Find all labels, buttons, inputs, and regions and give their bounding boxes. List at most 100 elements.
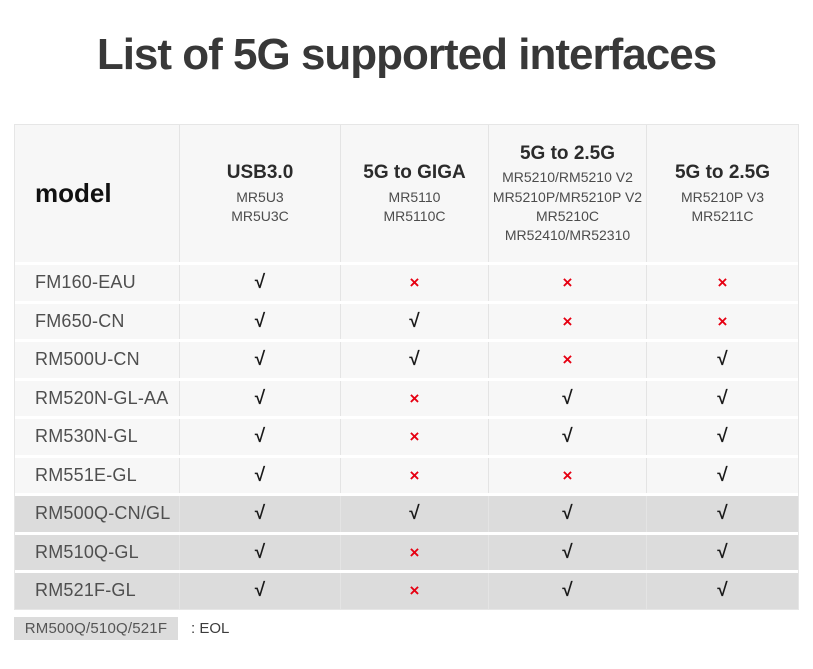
cross-icon: ×	[409, 388, 420, 408]
column-title: 5G to 2.5G	[674, 161, 771, 183]
check-icon: √	[409, 310, 420, 332]
row-model-cell: RM521F-GL	[15, 573, 180, 609]
column-header-3: 5G to 2.5G MR5210/RM5210 V2 MR5210P/MR5210…	[489, 125, 647, 262]
column-model-name: MR5210/RM5210 V2	[502, 169, 633, 186]
supported-cell: √	[180, 573, 341, 609]
row-model-label: RM530N-GL	[35, 426, 138, 447]
row-model-label: RM500Q-CN/GL	[35, 503, 171, 524]
row-model-label: RM551E-GL	[35, 464, 137, 485]
unsupported-cell: ×	[341, 573, 489, 609]
column-title: 5G to 2.5G	[519, 142, 616, 164]
cross-icon: ×	[409, 427, 420, 447]
supported-cell: √	[180, 303, 341, 339]
eol-legend-swatch: RM500Q/510Q/521F	[14, 617, 178, 640]
check-icon: √	[409, 503, 420, 525]
cross-icon: ×	[717, 273, 728, 293]
check-icon: √	[254, 310, 266, 332]
column-title: USB3.0	[226, 161, 294, 183]
column-model-name: MR5210P V3	[680, 188, 764, 205]
table-row: RM520N-GL-AA √ × √ √	[15, 380, 798, 419]
check-icon: √	[562, 541, 573, 563]
column-model-name: MR5110	[388, 188, 441, 205]
cross-icon: ×	[409, 581, 420, 601]
row-model-cell: RM500Q-CN/GL	[15, 496, 180, 532]
supported-cell: √	[180, 265, 341, 301]
row-model-cell: RM500U-CN	[15, 342, 180, 378]
table-row: RM551E-GL √ × × √	[15, 457, 798, 496]
unsupported-cell: ×	[341, 457, 489, 493]
model-header-label: model	[35, 178, 112, 208]
supported-cell: √	[180, 419, 341, 455]
cross-icon: ×	[562, 311, 573, 331]
row-model-cell: RM551E-GL	[15, 457, 180, 493]
row-model-cell: FM650-CN	[15, 303, 180, 339]
unsupported-cell: ×	[489, 457, 647, 493]
unsupported-cell: ×	[647, 265, 798, 301]
table-row: RM521F-GL √ × √ √	[15, 573, 798, 609]
check-icon: √	[254, 349, 266, 371]
table-row: FM650-CN √ √ × ×	[15, 303, 798, 342]
supported-cell: √	[180, 496, 341, 532]
supported-cell: √	[647, 534, 798, 570]
table-row: RM500U-CN √ √ × √	[15, 342, 798, 381]
supported-cell: √	[647, 419, 798, 455]
supported-cell: √	[647, 496, 798, 532]
table-row: RM530N-GL √ × √ √	[15, 419, 798, 458]
supported-cell: √	[647, 380, 798, 416]
supported-cell: √	[489, 419, 647, 455]
check-icon: √	[717, 503, 728, 525]
supported-cell: √	[180, 380, 341, 416]
unsupported-cell: ×	[341, 419, 489, 455]
check-icon: √	[562, 503, 573, 525]
column-header-2: 5G to GIGA MR5110 MR5110C	[341, 125, 489, 262]
eol-legend-description: : EOL	[191, 620, 230, 637]
row-model-label: RM521F-GL	[35, 580, 136, 601]
supported-cell: √	[180, 457, 341, 493]
supported-cell: √	[341, 303, 489, 339]
supported-cell: √	[341, 496, 489, 532]
row-model-label: RM500U-CN	[35, 349, 140, 370]
cross-icon: ×	[409, 542, 420, 562]
supported-cell: √	[489, 573, 647, 609]
unsupported-cell: ×	[489, 303, 647, 339]
column-model-name: MR5210P/MR5210P V2	[492, 188, 643, 205]
check-icon: √	[254, 426, 266, 448]
check-icon: √	[717, 580, 728, 602]
supported-cell: √	[180, 534, 341, 570]
cross-icon: ×	[409, 273, 420, 293]
column-model-name: MR52410/MR52310	[504, 227, 631, 244]
column-model-name: MR5U3	[236, 188, 284, 205]
supported-cell: √	[180, 342, 341, 378]
unsupported-cell: ×	[341, 534, 489, 570]
check-icon: √	[254, 464, 266, 486]
interfaces-table: model USB3.0 MR5U3 MR5U3C 5G to GIGA MR5110 M…	[14, 124, 799, 610]
supported-cell: √	[489, 534, 647, 570]
unsupported-cell: ×	[341, 265, 489, 301]
row-model-label: FM650-CN	[35, 310, 125, 331]
column-header-4: 5G to 2.5G MR5210P V3 MR5211C	[647, 125, 798, 262]
supported-cell: √	[489, 496, 647, 532]
table-body: FM160-EAU √ × × × FM650-CN √ √ × × RM500U-CN √ √ × √ RM…	[15, 265, 798, 609]
row-model-cell: RM510Q-GL	[15, 534, 180, 570]
supported-cell: √	[341, 342, 489, 378]
column-model-name: MR5211C	[691, 207, 754, 224]
check-icon: √	[254, 387, 266, 409]
table-header-row: model USB3.0 MR5U3 MR5U3C 5G to GIGA MR5110 M…	[15, 125, 798, 265]
cross-icon: ×	[717, 311, 728, 331]
check-icon: √	[717, 387, 728, 409]
column-header-model: model	[15, 125, 180, 262]
check-icon: √	[717, 349, 728, 371]
supported-cell: √	[647, 457, 798, 493]
page-title: List of 5G supported interfaces	[96, 30, 717, 79]
column-header-1: USB3.0 MR5U3 MR5U3C	[180, 125, 341, 262]
unsupported-cell: ×	[489, 342, 647, 378]
row-model-cell: FM160-EAU	[15, 265, 180, 301]
row-model-label: FM160-EAU	[35, 272, 136, 293]
supported-cell: √	[647, 573, 798, 609]
check-icon: √	[409, 349, 420, 371]
check-icon: √	[562, 387, 573, 409]
column-model-name: MR5210C	[535, 207, 600, 224]
table-row: RM510Q-GL √ × √ √	[15, 534, 798, 573]
row-model-label: RM520N-GL-AA	[35, 387, 169, 408]
